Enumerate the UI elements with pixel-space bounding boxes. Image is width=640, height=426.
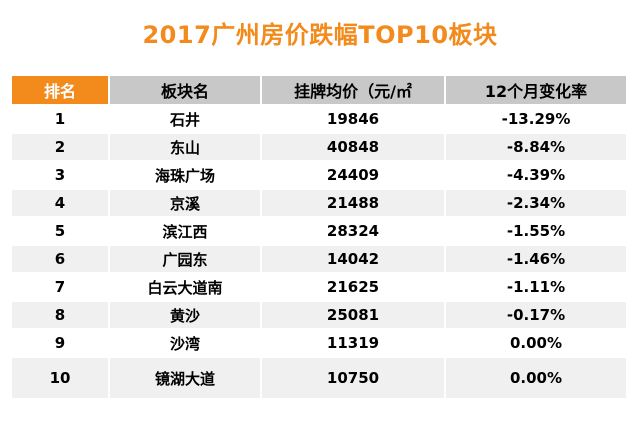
area-cell: 滨江西 [108,218,260,244]
area-cell: 镜湖大道 [108,358,260,398]
price-cell: 24409 [260,162,444,188]
rank-cell: 9 [12,330,108,356]
rank-cell: 5 [12,218,108,244]
area-cell: 东山 [108,134,260,160]
table-row: 4 京溪 21488 -2.34% [12,190,626,216]
rank-cell: 7 [12,274,108,300]
table-row: 5 滨江西 28324 -1.55% [12,218,626,244]
change-cell: 0.00% [444,330,626,356]
area-cell: 白云大道南 [108,274,260,300]
header-area: 板块名 [108,76,260,104]
change-cell: -8.84% [444,134,626,160]
table-row: 1 石井 19846 -13.29% [12,106,626,132]
area-cell: 沙湾 [108,330,260,356]
area-cell: 石井 [108,106,260,132]
price-cell: 21488 [260,190,444,216]
area-cell: 海珠广场 [108,162,260,188]
area-cell: 京溪 [108,190,260,216]
table-row: 6 广园东 14042 -1.46% [12,246,626,272]
table-row: 10 镜湖大道 10750 0.00% [12,358,626,398]
table-row: 3 海珠广场 24409 -4.39% [12,162,626,188]
header-change: 12个月变化率 [444,76,626,104]
rank-cell: 8 [12,302,108,328]
header-rank: 排名 [12,76,108,104]
table-row: 9 沙湾 11319 0.00% [12,330,626,356]
price-cell: 14042 [260,246,444,272]
page-title: 2017广州房价跌幅TOP10板块 [142,21,498,49]
change-cell: -0.17% [444,302,626,328]
rank-cell: 3 [12,162,108,188]
rank-cell: 4 [12,190,108,216]
price-cell: 25081 [260,302,444,328]
price-cell: 21625 [260,274,444,300]
rank-cell: 10 [12,358,108,398]
table-row: 8 黄沙 25081 -0.17% [12,302,626,328]
table-row: 2 东山 40848 -8.84% [12,134,626,160]
price-cell: 19846 [260,106,444,132]
price-cell: 11319 [260,330,444,356]
price-cell: 40848 [260,134,444,160]
change-cell: -4.39% [444,162,626,188]
table-row: 7 白云大道南 21625 -1.11% [12,274,626,300]
change-cell: -1.11% [444,274,626,300]
price-cell: 28324 [260,218,444,244]
ranking-table: 排名 板块名 挂牌均价（元/㎡ 12个月变化率 1 石井 19846 -13.2… [12,74,626,400]
price-cell: 10750 [260,358,444,398]
area-cell: 黄沙 [108,302,260,328]
area-cell: 广园东 [108,246,260,272]
rank-cell: 2 [12,134,108,160]
header-price: 挂牌均价（元/㎡ [260,76,444,104]
change-cell: -13.29% [444,106,626,132]
change-cell: -2.34% [444,190,626,216]
table-header-row: 排名 板块名 挂牌均价（元/㎡ 12个月变化率 [12,76,626,104]
change-cell: -1.46% [444,246,626,272]
change-cell: 0.00% [444,358,626,398]
change-cell: -1.55% [444,218,626,244]
rank-cell: 1 [12,106,108,132]
rank-cell: 6 [12,246,108,272]
